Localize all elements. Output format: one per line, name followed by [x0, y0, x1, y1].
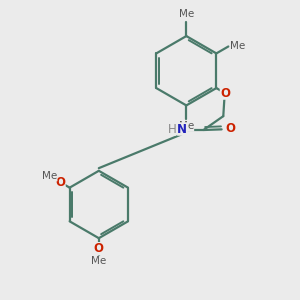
Text: O: O: [220, 86, 230, 100]
Text: Me: Me: [179, 9, 194, 19]
Text: H: H: [167, 122, 176, 136]
Text: O: O: [56, 176, 65, 189]
Text: Me: Me: [42, 171, 57, 181]
Text: N: N: [177, 122, 187, 136]
Text: Me: Me: [179, 121, 194, 131]
Text: Me: Me: [91, 256, 106, 266]
Text: Me: Me: [230, 41, 245, 52]
Text: O: O: [94, 242, 104, 255]
Text: O: O: [226, 122, 236, 134]
